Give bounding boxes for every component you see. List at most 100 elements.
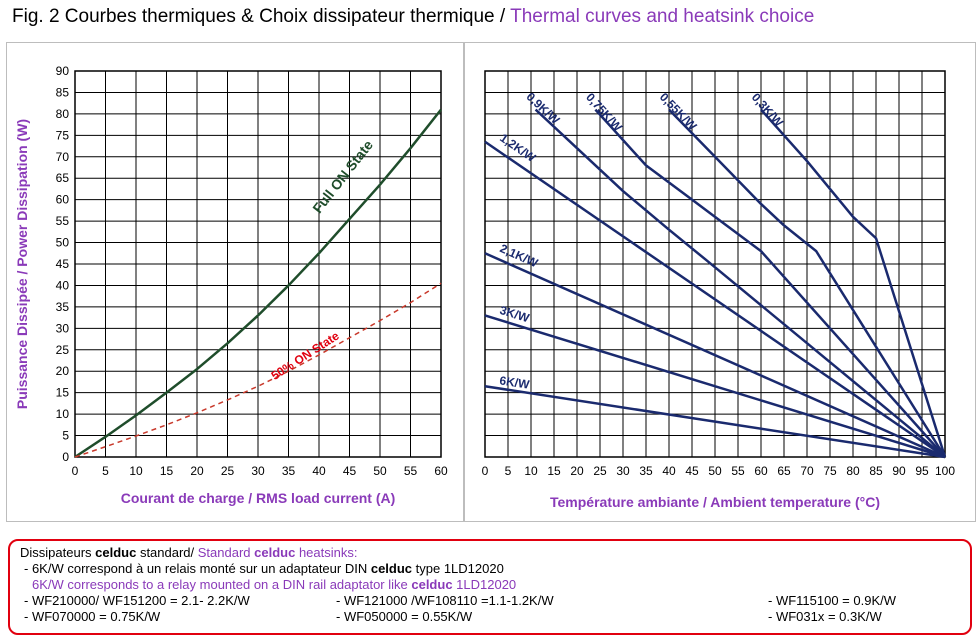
y-tick-label: 40: [56, 278, 70, 292]
legend-brand-en: celduc: [254, 545, 296, 560]
power-dissipation-chart: 0 5 10 15 20 25 30 35 40 45 50 55 60 0 5 10 15 20 25 30 35 40…: [14, 64, 448, 506]
series-line-0-3k-w: [760, 108, 947, 458]
legend-heatsink-wf210000: - WF210000/ WF151200 = 2.1- 2.2K/W: [24, 593, 250, 608]
y-tick-label: 60: [56, 193, 70, 207]
legend-heatsink-wf121000: - WF121000 /WF108110 =1.1-1.2K/W: [336, 593, 554, 608]
x-tick-label: 50: [373, 464, 387, 478]
legend-note-fr-brand: celduc: [370, 561, 413, 576]
y-tick-label: 70: [56, 150, 70, 164]
ambient-temperature-chart: 0 5 10 15 20 25 30 35 40 45 50 55 60 65 70 75 80 85 90 95 10…: [482, 70, 955, 510]
series-label-1-2k-w: 1,2K/W: [497, 131, 538, 166]
y-tick-label: 65: [56, 171, 70, 185]
x-tick-label: 75: [823, 464, 837, 478]
series-label-2-1k-w: 2,1K/W: [498, 241, 541, 270]
x-tick-label: 60: [754, 464, 768, 478]
series-line-3k-w: [484, 314, 946, 459]
series-line-0-55k-w: [668, 108, 947, 458]
y-tick-label: 75: [56, 128, 70, 142]
x-tick-label: 35: [282, 464, 296, 478]
y-tick-label: 0: [62, 450, 69, 464]
ambient-temperature-chart-panel: 0 5 10 15 20 25 30 35 40 45 50 55 60 65 70 75 80 85 90 95 10…: [464, 42, 976, 522]
x-tick-label: 80: [846, 464, 860, 478]
y-axis-label: Puissance Dissipée / Power Dissipation (…: [14, 119, 30, 409]
series-line-0-9k-w: [534, 108, 946, 458]
series-line-0-75k-w: [594, 108, 946, 458]
power-dissipation-chart-panel: 0 5 10 15 20 25 30 35 40 45 50 55 60 0 5 10 15 20 25 30 35 40…: [6, 42, 464, 522]
x-tick-label: 10: [129, 464, 143, 478]
y-tick-label: 15: [56, 386, 70, 400]
y-tick-label: 20: [56, 364, 70, 378]
x-tick-label: 5: [505, 464, 512, 478]
y-tick-label: 90: [56, 64, 70, 78]
y-tick-label: 55: [56, 214, 70, 228]
series-label-0-75k-w: 0,75K/W: [583, 90, 625, 134]
legend-note-en-text: 6K/W corresponds to a relay mounted on a…: [32, 577, 412, 592]
x-tick-label: 0: [72, 464, 79, 478]
x-tick-label: 50: [708, 464, 722, 478]
legend-heatsink-wf031x: - WF031x = 0.3K/W: [768, 609, 882, 624]
x-tick-label: 45: [685, 464, 699, 478]
legend-note-fr-text: - 6K/W correspond à un relais monté sur …: [24, 561, 371, 576]
series-label-6k-w: 6K/W: [499, 373, 531, 391]
legend-heading-fr-2: standard/: [136, 545, 198, 560]
x-axis-label: Courant de charge / RMS load current (A): [121, 490, 396, 506]
x-tick-label: 25: [593, 464, 607, 478]
x-tick-label: 20: [570, 464, 584, 478]
figure-title: Fig. 2 Courbes thermiques & Choix dissip…: [12, 6, 814, 28]
x-tick-label: 55: [731, 464, 745, 478]
series-line-2-1k-w: [484, 252, 946, 459]
legend-heatsink-wf070000: - WF070000 = 0.75K/W: [24, 609, 161, 624]
y-tick-label: 30: [56, 321, 70, 335]
x-axis-label: Température ambiante / Ambient temperatu…: [550, 494, 880, 510]
x-tick-label: 20: [190, 464, 204, 478]
series-line-50-on-state: [74, 282, 442, 458]
x-tick-label: 55: [404, 464, 418, 478]
plot-frame: [74, 70, 442, 458]
figure-title-separator: /: [494, 6, 511, 27]
x-tick-label: 15: [547, 464, 561, 478]
x-tick-label: 25: [221, 464, 235, 478]
x-tick-label: 85: [869, 464, 883, 478]
x-tick-label: 70: [800, 464, 814, 478]
x-tick-label: 30: [251, 464, 265, 478]
legend-note-fr: - 6K/W correspond à un relais monté sur …: [24, 561, 504, 576]
series-line-full-on-state: [74, 108, 442, 459]
x-tick-label: 15: [160, 464, 174, 478]
x-tick-label: 40: [662, 464, 676, 478]
heatsink-legend-box: Dissipateurs celduc standard/ Standard c…: [8, 539, 972, 635]
y-tick-label: 10: [56, 407, 70, 421]
legend-note-en-brand: celduc: [411, 577, 453, 592]
x-tick-label: 60: [434, 464, 448, 478]
y-tick-label: 25: [56, 343, 70, 357]
series-label-0-55k-w: 0,55K/W: [657, 90, 700, 134]
series-label-0-9k-w: 0,9K/W: [524, 90, 563, 128]
x-tick-label: 100: [935, 464, 955, 478]
legend-heading-en-2: heatsinks:: [295, 545, 358, 560]
x-tick-label: 35: [639, 464, 653, 478]
legend-brand: celduc: [95, 545, 137, 560]
legend-note-fr-model: type 1LD12020: [412, 561, 504, 576]
y-tick-label: 45: [56, 257, 70, 271]
y-tick-label: 35: [56, 300, 70, 314]
x-tick-label: 45: [343, 464, 357, 478]
series-line-6k-w: [484, 384, 946, 459]
x-tick-label: 10: [524, 464, 538, 478]
x-tick-label: 0: [482, 464, 489, 478]
legend-heading: Dissipateurs celduc standard/ Standard c…: [20, 545, 357, 560]
legend-heading-fr: Dissipateurs: [20, 545, 96, 560]
plot-frame: [484, 70, 946, 458]
series-line-1-2k-w: [484, 140, 946, 459]
legend-heatsink-wf050000: - WF050000 = 0.55K/W: [336, 609, 473, 624]
series-label-50-on-state: 50% ON State: [269, 328, 342, 382]
x-tick-label: 95: [915, 464, 929, 478]
y-tick-label: 5: [62, 429, 69, 443]
x-tick-label: 30: [616, 464, 630, 478]
x-tick-label: 40: [312, 464, 326, 478]
x-tick-label: 90: [892, 464, 906, 478]
y-tick-label: 50: [56, 236, 70, 250]
figure-title-en: Thermal curves and heatsink choice: [510, 6, 815, 27]
legend-heading-en: Standard: [197, 545, 255, 560]
figure-title-fr: Fig. 2 Courbes thermiques & Choix dissip…: [12, 6, 495, 27]
y-tick-label: 80: [56, 107, 70, 121]
y-tick-label: 85: [56, 85, 70, 99]
